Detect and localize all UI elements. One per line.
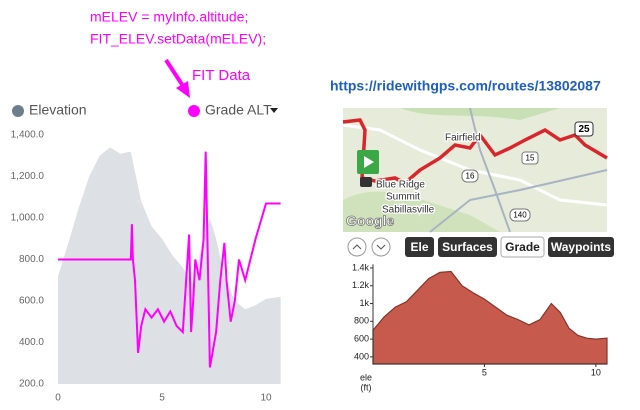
chevron (376, 244, 386, 250)
scroll-down[interactable] (371, 237, 391, 257)
button-label: Surfaces (442, 240, 493, 254)
shield (461, 169, 479, 183)
map-road (469, 107, 511, 233)
map-road (429, 169, 608, 233)
shield (509, 208, 531, 222)
button[interactable] (500, 236, 545, 258)
play-icon (364, 156, 374, 168)
place-label: Blue Ridge (376, 180, 425, 191)
y-tick-label: 1.2k (352, 280, 370, 290)
map[interactable]: Fairfield Blue Ridge Summit Sabillasvill… (342, 107, 608, 233)
y-tick-label: 400.0 (19, 337, 44, 348)
place-label: Sabillasville (382, 205, 435, 216)
arrow-label: FIT Data (192, 67, 251, 84)
y-tick-label: 1,400.0 (11, 130, 45, 141)
arrow-head (176, 81, 190, 98)
button[interactable] (405, 237, 434, 257)
shield-label: 15 (526, 154, 535, 163)
y-axis-unit: (ft) (361, 382, 372, 392)
x-tick-label: 5 (482, 367, 487, 377)
place-label: Fairfield (445, 133, 481, 144)
x-tick-label: 0 (55, 393, 61, 404)
y-tick-label: 1.4k (352, 262, 370, 272)
y-axis-label: ele (360, 372, 372, 382)
x-tick-label: 10 (591, 367, 601, 377)
x-tick-label: 10 (260, 393, 272, 404)
y-tick-label: 400 (354, 351, 369, 361)
y-tick-label: 800.0 (19, 254, 44, 265)
chevron (352, 244, 362, 250)
dropdown-caret[interactable] (270, 108, 278, 113)
x-tick-label: 5 (159, 393, 165, 404)
map-brand: Google (346, 213, 394, 229)
y-tick-label: 600 (354, 333, 369, 343)
shield-label: 25 (578, 124, 590, 135)
area (372, 270, 608, 365)
button-label: Waypoints (551, 240, 612, 254)
button-label: Grade (505, 240, 540, 254)
shield-label: 16 (466, 172, 475, 181)
legend-label: Grade ALT (205, 102, 272, 118)
place-label: Summit (386, 192, 420, 203)
code-line: FIT_ELEV.setData(mELEV); (90, 31, 266, 47)
button-label: Ele (410, 240, 428, 254)
y-tick-label: 800 (354, 316, 369, 326)
map-terrain (400, 108, 560, 120)
arrow-shaft (164, 58, 185, 88)
start-marker (360, 177, 372, 187)
y-tick-label: 1k (359, 298, 369, 308)
y-tick-label: 600.0 (19, 296, 44, 307)
button[interactable] (548, 237, 614, 257)
scroll-up[interactable] (347, 237, 367, 257)
shield (574, 121, 594, 137)
shield-label: 140 (513, 211, 527, 220)
code-line: mELEV = myInfo.altitude; (90, 9, 248, 25)
y-tick-label: 1,200.0 (11, 171, 45, 182)
link[interactable]: https://ridewithgps.com/routes/13802087 (330, 78, 601, 94)
legend-marker (12, 105, 24, 117)
y-tick-label: 1,000.0 (11, 213, 45, 224)
line (58, 151, 281, 368)
map-terrain (343, 191, 500, 232)
area (58, 147, 281, 384)
button[interactable] (438, 237, 497, 257)
y-tick-label: 200.0 (19, 379, 44, 390)
shield (521, 151, 539, 165)
legend-marker (188, 105, 200, 117)
legend-label: Elevation (29, 102, 87, 118)
